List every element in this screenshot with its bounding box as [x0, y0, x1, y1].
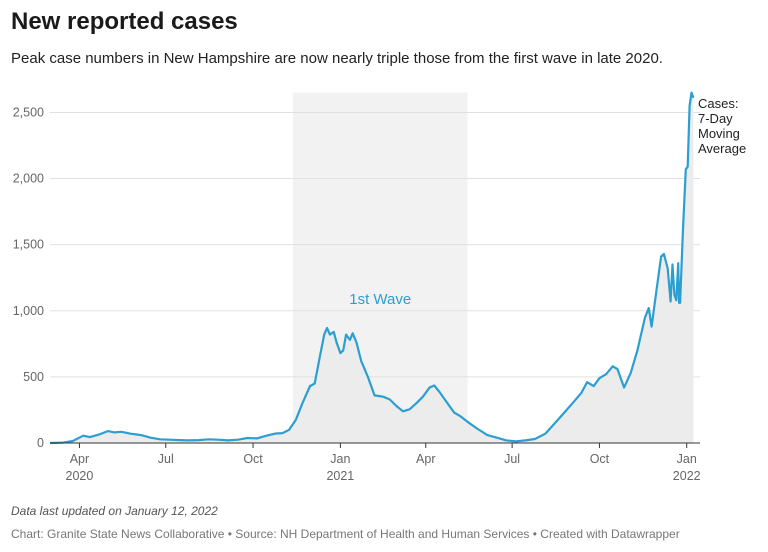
- x-tick-label: Jul: [504, 452, 520, 466]
- x-tick-year-label: 2022: [673, 469, 701, 483]
- chart-title: New reported cases: [11, 8, 238, 35]
- y-tick-label: 1,500: [13, 238, 44, 252]
- x-tick-label: Apr: [70, 452, 89, 466]
- y-tick-label: 0: [37, 436, 44, 450]
- x-tick-label: Oct: [243, 452, 263, 466]
- y-tick-label: 500: [23, 370, 44, 384]
- series-line: [49, 91, 695, 445]
- y-tick-label: 1,000: [13, 304, 44, 318]
- x-tick-year-label: 2021: [326, 469, 354, 483]
- x-tick-label: Oct: [590, 452, 610, 466]
- y-tick-label: 2,000: [13, 172, 44, 186]
- x-tick-label: Apr: [416, 452, 435, 466]
- series-area: [50, 92, 694, 443]
- x-tick-label: Jul: [158, 452, 174, 466]
- x-tick-label: Jan: [677, 452, 697, 466]
- x-tick-label: Jan: [330, 452, 350, 466]
- data-updated-note: Data last updated on January 12, 2022: [11, 504, 218, 518]
- chart-subtitle: Peak case numbers in New Hampshire are n…: [11, 50, 663, 67]
- highlight-label: 1st Wave: [349, 291, 411, 308]
- series-end-label: Cases: 7-Day Moving Average: [698, 96, 746, 156]
- chart-canvas: 0 500 1,000 1,500 2,000 2,500 Apr 2020 Jul Oct Jan…: [13, 91, 746, 483]
- y-tick-label: 2,500: [13, 105, 44, 119]
- x-tick-year-label: 2020: [66, 469, 94, 483]
- chart-credits: Chart: Granite State News Collaborative …: [11, 527, 680, 541]
